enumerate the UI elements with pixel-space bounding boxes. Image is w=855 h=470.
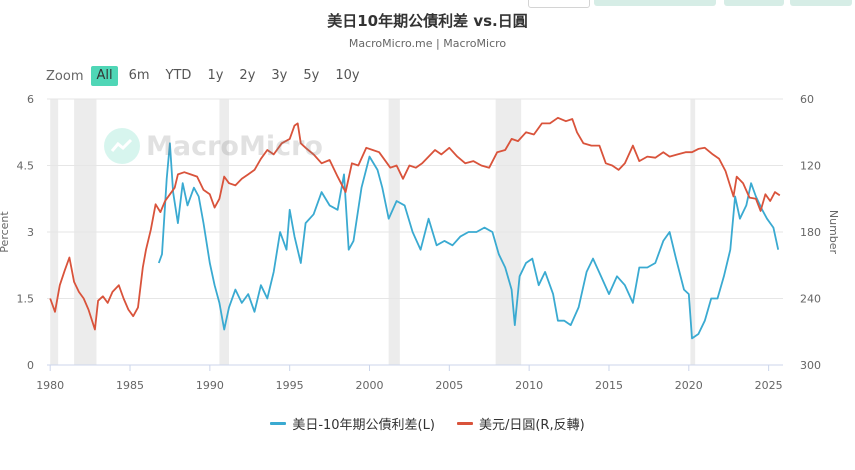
series-lines: [49, 116, 781, 340]
top-toolbar-button[interactable]: [658, 0, 716, 6]
y-left-axis-label: Percent: [0, 211, 11, 253]
y-right-tick-label: 60: [800, 93, 814, 106]
range-button-3y[interactable]: 3y: [271, 68, 288, 83]
x-tick-label: 2020: [675, 379, 703, 392]
x-tick-label: 1985: [116, 379, 144, 392]
watermark: MacroMicro: [104, 128, 323, 164]
legend-swatch-spread: [270, 422, 287, 425]
x-tick-label: 2005: [435, 379, 463, 392]
x-tick-label: 2015: [595, 379, 623, 392]
zoom-toolbar: Zoom All 6m YTD 1y 2y 3y 5y 10y: [46, 66, 371, 86]
top-toolbar-button[interactable]: [790, 0, 852, 6]
zoom-label: Zoom: [46, 68, 84, 84]
macromicro-logo-icon: [104, 128, 140, 164]
y-right-tick-label: 180: [800, 226, 821, 239]
chart-title: 美日10年期公債利差 vs.日圓: [327, 12, 528, 30]
legend-item-spread[interactable]: 美日-10年期公債利差(L): [270, 414, 435, 433]
legend-label-usdjpy: 美元/日圓(R,反轉): [478, 418, 585, 433]
range-button-10y[interactable]: 10y: [335, 68, 360, 83]
range-button-1y[interactable]: 1y: [207, 68, 224, 83]
x-tick-label: 2000: [355, 379, 383, 392]
range-button-5y[interactable]: 5y: [303, 68, 320, 83]
y-right-tick-label: 300: [800, 359, 821, 372]
x-tick-label: 2025: [755, 379, 783, 392]
top-toolbar-button[interactable]: [528, 0, 590, 8]
y-right-axis-label: Number: [827, 210, 840, 255]
watermark-text: MacroMicro: [146, 130, 323, 162]
x-tick-label: 1995: [276, 379, 304, 392]
x-tick-label: 1990: [196, 379, 224, 392]
range-button-ytd[interactable]: YTD: [165, 68, 192, 83]
range-button-2y[interactable]: 2y: [239, 68, 256, 83]
y-right-tick-label: 240: [800, 293, 821, 306]
legend-label-spread: 美日-10年期公債利差(L): [292, 418, 435, 433]
chart-subtitle: MacroMicro.me | MacroMicro: [348, 37, 507, 50]
legend-item-usdjpy[interactable]: 美元/日圓(R,反轉): [456, 414, 585, 433]
y-right-tick-label: 120: [800, 160, 821, 173]
range-button-6m[interactable]: 6m: [128, 68, 150, 83]
legend-swatch-usdjpy: [456, 422, 473, 425]
y-left-tick-label: 4.5: [17, 160, 35, 173]
y-left-tick-label: 3: [27, 226, 34, 239]
chart-canvas: 0 1.5 3 4.5 6 60 120 180 240 300 1980 1985 1990 1995 2…: [0, 93, 840, 392]
range-button-group: All 6m YTD 1y 2y 3y 5y 10y: [91, 66, 370, 86]
series-line-1: [49, 116, 781, 331]
top-toolbar-button[interactable]: [594, 0, 690, 6]
chart-legend: 美日-10年期公債利差(L) 美元/日圓(R,反轉): [0, 414, 855, 433]
y-left-tick-label: 1.5: [17, 293, 35, 306]
x-tick-label: 1980: [36, 379, 64, 392]
y-left-tick-label: 6: [27, 93, 34, 106]
x-tick-label: 2010: [515, 379, 543, 392]
top-toolbar-button[interactable]: [724, 0, 784, 6]
series-line-0: [157, 142, 780, 340]
y-left-tick-label: 0: [27, 359, 34, 372]
range-button-all[interactable]: All: [91, 66, 118, 86]
axes: 0 1.5 3 4.5 6 60 120 180 240 300 1980 1985 1990 1995 2…: [0, 93, 840, 392]
